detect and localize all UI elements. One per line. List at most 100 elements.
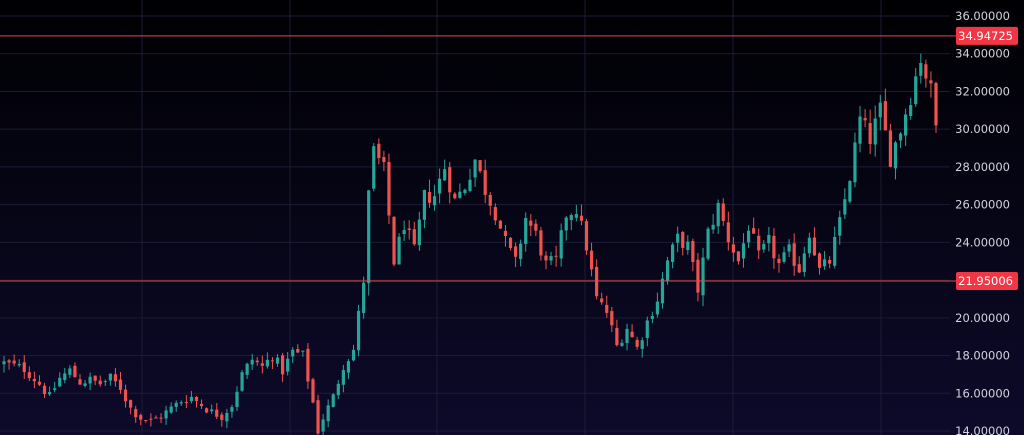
candle-body	[691, 240, 695, 263]
candle-body	[164, 410, 168, 419]
candle-body	[822, 259, 827, 267]
candle-body	[929, 80, 933, 84]
candles	[2, 53, 938, 435]
candle-body	[382, 157, 386, 163]
candle-body	[787, 244, 791, 252]
candle-body	[215, 409, 219, 417]
candle-body	[118, 379, 123, 390]
candle-body	[676, 233, 680, 243]
candle-body	[615, 327, 619, 346]
candle-body	[103, 381, 107, 383]
candle-body	[828, 260, 832, 264]
candle-body	[508, 237, 513, 249]
candle-body	[868, 123, 872, 144]
y-tick-label: 24.00000	[955, 235, 1010, 249]
candle-body	[47, 392, 52, 395]
candle-body	[493, 207, 497, 221]
candle-body	[179, 402, 183, 404]
candle-body	[706, 228, 710, 259]
candle-body	[123, 389, 128, 402]
candle-body	[275, 357, 280, 364]
candle-body	[321, 419, 325, 432]
candle-body	[650, 316, 654, 319]
candle-body	[919, 62, 923, 76]
y-tick-label: 20.00000	[955, 311, 1010, 325]
candle-body	[853, 142, 857, 183]
candle-body	[893, 142, 898, 169]
candle-body	[154, 417, 158, 419]
candle-body	[432, 196, 437, 206]
y-tick-label: 34.00000	[955, 47, 1010, 61]
candle-body	[488, 194, 492, 206]
candle-body	[448, 167, 452, 193]
candle-body	[205, 408, 209, 413]
candle-body	[655, 301, 660, 315]
price-lines	[0, 35, 956, 282]
candle-body	[113, 374, 118, 382]
candle-body	[220, 414, 224, 420]
candle-body	[225, 412, 229, 422]
y-tick-label: 36.00000	[955, 9, 1010, 23]
price-line-label: 34.94725	[958, 29, 1013, 43]
y-tick-label: 30.00000	[955, 122, 1010, 136]
candle-body	[600, 298, 604, 303]
price-line-badge	[956, 272, 1018, 291]
candle-body	[736, 251, 741, 262]
candle-body	[280, 355, 285, 375]
candle-body	[711, 224, 715, 230]
candle-body	[792, 243, 796, 266]
candle-body	[346, 361, 351, 373]
candle-body	[498, 220, 502, 229]
candle-body	[752, 228, 756, 234]
price-line-badge	[956, 26, 1018, 45]
candle-body	[311, 379, 315, 403]
candle-body	[7, 360, 11, 363]
candle-body	[757, 235, 761, 251]
candle-body	[397, 236, 401, 265]
candle-body	[250, 359, 254, 365]
candle-body	[255, 360, 259, 363]
candle-body	[53, 388, 57, 390]
candle-body	[605, 304, 609, 313]
candle-body	[716, 202, 720, 227]
candle-body	[443, 169, 447, 181]
y-tick-label: 26.00000	[955, 198, 1010, 212]
candle-body	[68, 368, 72, 375]
candle-body	[701, 257, 705, 296]
candle-body	[534, 223, 538, 231]
candle-body	[463, 189, 467, 194]
candle-body	[625, 328, 629, 344]
candle-body	[270, 360, 275, 362]
candle-body	[189, 396, 194, 402]
candle-body	[17, 363, 21, 366]
candle-body	[37, 381, 42, 385]
candle-body	[731, 244, 735, 253]
candle-body	[306, 348, 310, 382]
candle-body	[904, 114, 908, 136]
candle-body	[665, 260, 670, 282]
candle-body	[909, 105, 913, 116]
candle-body	[772, 235, 776, 259]
candle-body	[934, 82, 938, 126]
candle-body	[513, 246, 518, 257]
candle-body	[838, 217, 842, 236]
candle-body	[159, 417, 163, 419]
candle-body	[503, 230, 508, 237]
candle-body	[807, 237, 811, 254]
candle-body	[696, 259, 700, 293]
candle-body	[635, 339, 639, 347]
candle-body	[473, 159, 477, 178]
candle-body	[139, 415, 143, 420]
candle-body	[589, 250, 594, 270]
price-axis[interactable]: 14.0000016.0000018.0000020.0000022.00000…	[955, 9, 1018, 435]
candle-body	[12, 360, 16, 364]
candle-body	[108, 373, 112, 381]
candle-body	[549, 256, 553, 261]
candle-body	[367, 190, 371, 284]
candle-body	[883, 101, 887, 131]
candle-body	[671, 244, 675, 262]
candle-body	[858, 116, 862, 144]
candle-body	[478, 160, 482, 172]
candle-body	[2, 361, 6, 365]
